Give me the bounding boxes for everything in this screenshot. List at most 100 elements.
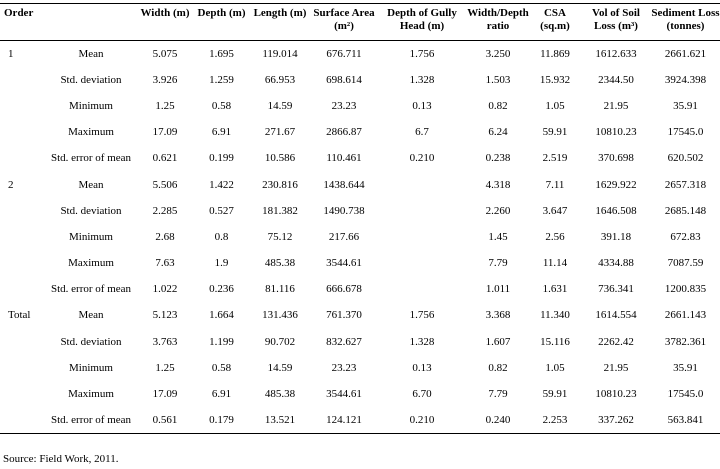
- cell-order: [0, 67, 46, 93]
- cell-depth-gully-head: 6.7: [415, 126, 429, 139]
- cell-sediment-loss: 2661.621: [664, 47, 707, 60]
- cell-vol-soil-loss: 1612.633: [595, 47, 637, 60]
- cell-vol-soil-loss: 10810.23: [595, 388, 637, 401]
- cell-vol-soil-loss: 4334.88: [598, 257, 634, 270]
- cell-order: [0, 276, 46, 302]
- cell-csa: 59.91: [542, 388, 568, 401]
- cell-order: 1: [8, 47, 14, 60]
- table-row: Std. error of mean 1.022 0.236 81.116 666.67…: [0, 276, 720, 302]
- table-row: Minimum 1.25 0.58 14.59 23.23 0.13 0.82 1.05 21.…: [0, 93, 720, 119]
- table-row: 2 Mean 5.506 1.422 230.816 1438.644 4.318 7.11 1…: [0, 171, 720, 197]
- cell-width-depth-ratio: 7.79: [488, 388, 508, 401]
- cell-depth-gully-head: 1.328: [409, 335, 435, 348]
- cell-width: 2.68: [155, 230, 175, 243]
- cell-sediment-loss: 2661.143: [664, 309, 707, 322]
- cell-width: 1.25: [155, 361, 175, 374]
- header-row: Order Width (m) Depth (m) Length (m) Sur…: [0, 3, 720, 41]
- cell-width-depth-ratio: 0.238: [485, 152, 511, 165]
- cell-width: 3.926: [152, 73, 178, 86]
- cell-stat: Minimum: [68, 361, 113, 374]
- cell-depth-gully-head: 0.13: [412, 361, 432, 374]
- cell-width-depth-ratio: 7.79: [488, 257, 508, 270]
- cell-csa: 2.519: [542, 152, 568, 165]
- cell-length: 485.38: [264, 257, 296, 270]
- cell-sediment-loss: 672.83: [670, 230, 701, 243]
- cell-order: [0, 355, 46, 381]
- cell-width: 2.285: [152, 204, 178, 217]
- cell-depth: 0.179: [194, 407, 249, 434]
- cell-surface-area: 666.678: [326, 283, 362, 296]
- cell-depth: 6.91: [211, 126, 232, 139]
- cell-vol-soil-loss: 1629.922: [595, 178, 637, 191]
- header-width-depth-ratio: Width/Depth ratio: [467, 3, 529, 41]
- cell-depth: 1.259: [209, 73, 234, 86]
- header-depth: Depth (m): [194, 3, 249, 41]
- cell-vol-soil-loss: 1614.554: [595, 309, 637, 322]
- cell-stat: Std. error of mean: [46, 407, 136, 434]
- cell-depth: 0.199: [209, 152, 234, 165]
- cell-stat: Mean: [78, 178, 104, 191]
- cell-depth-gully-head: 0.210: [377, 407, 467, 434]
- cell-depth-gully-head: [377, 198, 467, 224]
- cell-surface-area: 1490.738: [323, 204, 365, 217]
- cell-order: 2: [8, 178, 14, 191]
- table-row: Std. error of mean 0.621 0.199 10.586 110.46…: [0, 145, 720, 171]
- cell-depth: 1.664: [209, 309, 234, 322]
- cell-surface-area: 698.614: [326, 73, 362, 86]
- cell-depth-gully-head: 6.70: [412, 388, 432, 401]
- cell-sediment-loss: 563.841: [651, 407, 720, 434]
- cell-width: 7.63: [155, 257, 175, 270]
- cell-csa: 2.56: [545, 230, 565, 243]
- cell-length: 81.116: [265, 283, 295, 296]
- cell-length: 131.436: [262, 309, 298, 322]
- cell-length: 14.59: [267, 361, 293, 374]
- cell-sediment-loss: 17545.0: [667, 388, 704, 401]
- cell-depth: 0.527: [209, 204, 234, 217]
- cell-csa: 1.05: [545, 361, 565, 374]
- cell-stat: Maximum: [68, 388, 114, 401]
- table-row: Total Mean 5.123 1.664 131.436 761.370 1.756 3.…: [0, 302, 720, 328]
- cell-vol-soil-loss: 736.341: [598, 283, 634, 296]
- cell-width-depth-ratio: 1.607: [485, 335, 511, 348]
- cell-csa: 1.631: [542, 283, 568, 296]
- cell-length: 119.014: [262, 47, 298, 60]
- cell-vol-soil-loss: 337.262: [581, 407, 651, 434]
- cell-csa: 2.253: [529, 407, 581, 434]
- cell-order: [0, 119, 46, 145]
- table-row: Maximum 17.09 6.91 271.67 2866.87 6.7 6.24 59.9…: [0, 119, 720, 145]
- cell-order: [0, 93, 46, 119]
- cell-depth: 0.8: [214, 230, 229, 243]
- cell-length: 13.521: [249, 407, 311, 434]
- cell-stat: Std. deviation: [60, 335, 122, 348]
- cell-width: 17.09: [152, 126, 178, 139]
- cell-width: 17.09: [152, 388, 178, 401]
- cell-order: [0, 224, 46, 250]
- cell-length: 66.953: [264, 73, 296, 86]
- cell-order: [0, 407, 46, 434]
- cell-stat: Minimum: [68, 99, 113, 112]
- cell-csa: 59.91: [542, 126, 568, 139]
- header-width: Width (m): [136, 3, 194, 41]
- header-surface-area: Surface Area (m²): [311, 3, 377, 41]
- cell-width-depth-ratio: 0.82: [488, 361, 508, 374]
- cell-depth: 0.236: [209, 283, 234, 296]
- cell-vol-soil-loss: 21.95: [603, 361, 629, 374]
- cell-stat: Mean: [78, 309, 104, 322]
- header-length: Length (m): [249, 3, 311, 41]
- cell-width-depth-ratio: 0.82: [488, 99, 508, 112]
- cell-depth-gully-head: 1.756: [409, 47, 435, 60]
- cell-vol-soil-loss: 10810.23: [595, 126, 637, 139]
- cell-stat: Mean: [78, 47, 104, 60]
- cell-width-depth-ratio: 3.250: [485, 47, 511, 60]
- header-stat: [46, 3, 136, 41]
- cell-depth: 1.9: [214, 257, 229, 270]
- cell-width: 1.25: [155, 99, 175, 112]
- cell-sediment-loss: 1200.835: [664, 283, 707, 296]
- cell-order: Total: [8, 309, 31, 322]
- cell-depth-gully-head: 0.13: [412, 99, 432, 112]
- cell-width-depth-ratio: 4.318: [485, 178, 511, 191]
- table-row: Std. deviation 2.285 0.527 181.382 1490.738 2…: [0, 198, 720, 224]
- cell-sediment-loss: 2657.318: [664, 178, 707, 191]
- cell-depth: 0.58: [211, 99, 232, 112]
